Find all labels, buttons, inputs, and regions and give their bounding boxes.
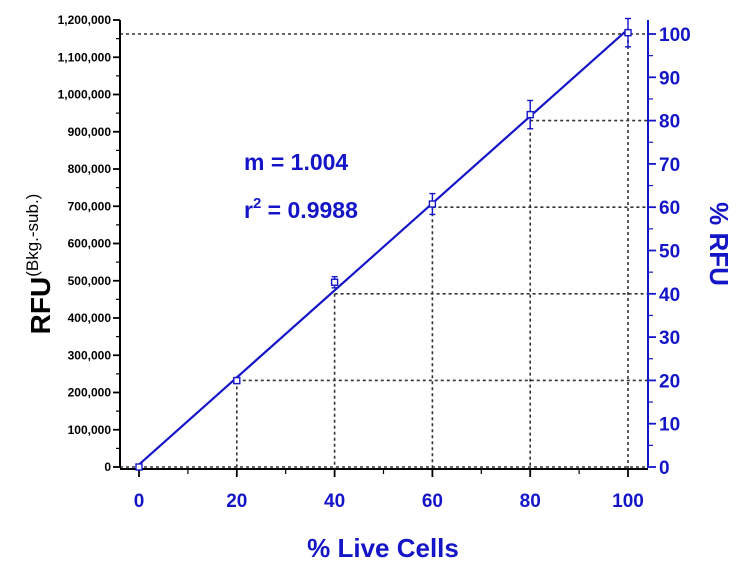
y-right-tick-label: 10	[659, 415, 680, 436]
y-right-tick-label: 50	[659, 242, 680, 263]
data-point-3	[428, 200, 437, 208]
r2-prefix: r	[244, 197, 253, 223]
data-point-1	[233, 376, 241, 385]
y-left-tick-label: 1,100,000	[58, 50, 112, 64]
fit-line	[138, 28, 629, 466]
r2-value: = 0.9988	[261, 197, 358, 223]
y-left-tick-label: 100,000	[68, 423, 112, 437]
y-right-tick-label: 90	[659, 68, 680, 89]
data-point-0	[135, 463, 143, 471]
x-tick-label: 0	[134, 491, 145, 512]
y-left-tick-label: 0	[104, 460, 111, 474]
axes	[119, 20, 649, 470]
x-tick-label: 100	[612, 491, 644, 512]
ticks: 0 100,000 200,000 300,000 400,000 500,000 600,…	[58, 13, 691, 512]
y-left-tick-label: 1,200,000	[58, 13, 112, 27]
y-right-tick-label: 40	[659, 285, 680, 306]
slope-annotation: m = 1.004	[244, 149, 348, 175]
y-left-tick-label: 300,000	[68, 348, 112, 362]
data-point-4	[526, 110, 534, 119]
y-left-tick-label: 800,000	[68, 162, 112, 176]
y-right-tick-label: 20	[659, 371, 680, 392]
x-tick-label: 80	[520, 491, 541, 512]
y-right-tick-label: 60	[659, 198, 680, 219]
y-left-tick-label: 1,000,000	[58, 88, 112, 102]
y-left-title-main: RFU	[25, 277, 56, 335]
y-left-title-suffix: (Bkg.-sub.)	[23, 194, 42, 277]
y-left-tick-label: 600,000	[68, 237, 112, 251]
y-right-tick-label: 80	[659, 112, 680, 133]
y-right-tick-label: 0	[659, 458, 670, 479]
y-left-tick-label: 500,000	[68, 274, 112, 288]
svg-text:RFU(Bkg.-sub.): RFU(Bkg.-sub.)	[23, 194, 56, 335]
reference-lines	[120, 33, 648, 468]
y-left-tick-label: 900,000	[68, 125, 112, 139]
x-tick-label: 60	[422, 491, 443, 512]
y-right-tick-label: 30	[659, 328, 680, 349]
y-left-axis-title: RFU(Bkg.-sub.)	[23, 194, 56, 335]
x-tick-label: 20	[226, 491, 247, 512]
r2-superscript: 2	[253, 195, 261, 212]
data-point-5	[624, 28, 632, 37]
y-right-axis-title: % RFU	[704, 202, 734, 286]
x-axis-title: % Live Cells	[307, 533, 459, 563]
x-tick-label: 40	[324, 491, 345, 512]
y-left-tick-label: 700,000	[68, 199, 112, 213]
data-point-2	[330, 278, 339, 286]
series	[135, 17, 632, 471]
y-right-tick-label: 70	[659, 155, 680, 176]
y-right-tick-label: 100	[659, 25, 691, 46]
r2-annotation: r2 = 0.9988	[244, 195, 358, 223]
y-left-tick-label: 200,000	[68, 386, 112, 400]
y-right-title: % RFU	[704, 202, 734, 286]
y-left-tick-label: 400,000	[68, 311, 112, 325]
